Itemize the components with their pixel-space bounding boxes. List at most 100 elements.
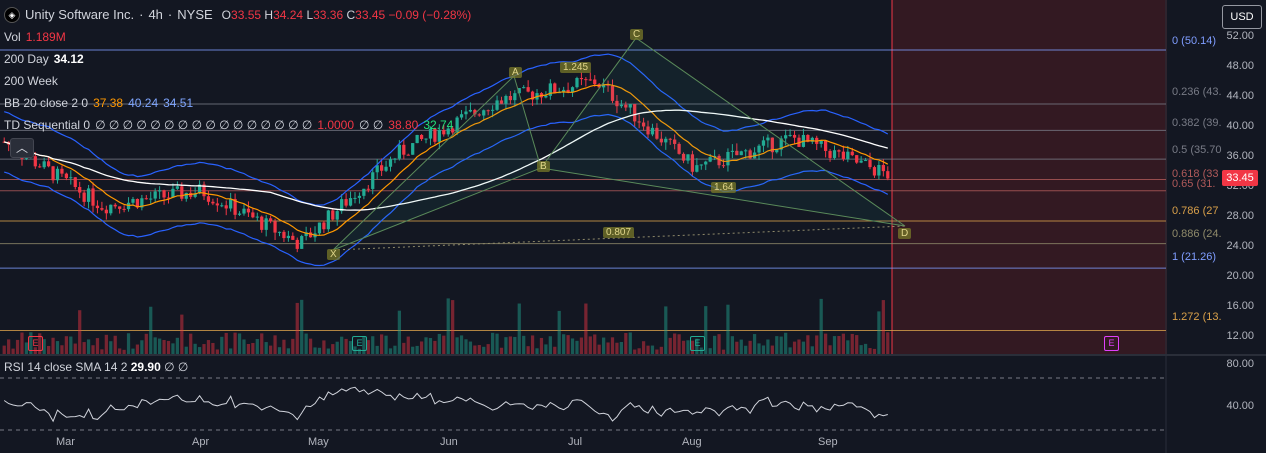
volume-bar: [513, 336, 517, 354]
volume-bar: [553, 346, 557, 354]
candle-body: [237, 213, 242, 215]
volume-row[interactable]: Vol 1.189M: [4, 26, 471, 48]
volume-bar: [433, 340, 437, 354]
candle-body: [610, 85, 615, 101]
volume-bar: [766, 339, 770, 354]
volume-bar: [402, 342, 406, 354]
candle-body: [681, 153, 686, 161]
candle-body: [477, 114, 481, 116]
volume-bar: [562, 334, 566, 354]
volume-bar: [424, 337, 428, 354]
low-value: 33.36: [313, 8, 344, 22]
volume-bar: [748, 340, 752, 354]
volume-bar: [841, 333, 845, 354]
volume-bar: [64, 336, 68, 354]
candle-body: [193, 193, 197, 197]
candle-body: [411, 143, 415, 155]
volume-bar: [704, 306, 708, 354]
candle-body: [393, 158, 397, 160]
fib-label: 0.886 (24.: [1172, 228, 1222, 240]
volume-bar: [775, 336, 779, 354]
volume-bar: [277, 347, 282, 354]
volume-bar: [206, 340, 211, 354]
ma200w-row[interactable]: 200 Week: [4, 70, 471, 92]
volume-bar: [508, 336, 512, 354]
candle-body: [371, 172, 375, 189]
candle-body: [51, 166, 55, 181]
volume-bar: [752, 334, 757, 354]
volume-bar: [530, 335, 535, 354]
earnings-marker[interactable]: E: [1104, 336, 1119, 351]
interval-label[interactable]: 4h: [148, 7, 163, 22]
pattern-point-x[interactable]: X: [327, 249, 340, 260]
pattern-point-c[interactable]: C: [630, 29, 644, 40]
candle-body: [291, 235, 295, 240]
volume-bar: [229, 348, 233, 354]
pattern-point-b[interactable]: B: [537, 161, 550, 172]
candle-body: [775, 149, 779, 153]
candle-body: [664, 138, 668, 143]
symbol-name[interactable]: Unity Software Inc.: [25, 7, 135, 22]
volume-bar: [659, 346, 663, 354]
candle-body: [730, 150, 734, 152]
volume-bar: [837, 336, 841, 354]
candle-body: [770, 137, 774, 153]
volume-bar: [273, 335, 277, 354]
candle-body: [264, 218, 268, 230]
ma200d-value: 34.12: [53, 52, 84, 66]
volume-bar: [717, 334, 721, 354]
candle-body: [473, 109, 477, 115]
volume-bar: [646, 345, 650, 354]
rsi-legend[interactable]: RSI 14 close SMA 14 2 29.90 ∅ ∅: [4, 360, 188, 374]
volume-bar: [606, 342, 610, 354]
volume-bar: [486, 344, 490, 354]
td-value-1: 1.0000: [317, 118, 355, 132]
candle-body: [584, 79, 588, 81]
td-row[interactable]: TD Sequential 0 ∅ ∅ ∅ ∅ ∅ ∅ ∅ ∅ ∅ ∅ ∅ ∅ …: [4, 114, 471, 136]
volume-bar: [708, 348, 712, 354]
volume-bar: [415, 345, 419, 354]
volume-bar: [380, 334, 384, 354]
pattern-point-d[interactable]: D: [898, 228, 912, 239]
earnings-marker[interactable]: E: [690, 336, 705, 351]
candle-body: [784, 135, 788, 139]
candle-body: [109, 204, 113, 214]
collapse-legend-button[interactable]: ︿: [10, 138, 34, 158]
bb-row[interactable]: BB 20 close 2 0 37.38 40.24 34.51: [4, 92, 471, 114]
volume-bar: [850, 333, 854, 354]
volume-bar: [419, 341, 424, 354]
candle-body: [375, 165, 379, 173]
volume-bar: [655, 349, 659, 354]
volume-bar: [695, 338, 699, 354]
volume-bar: [82, 342, 86, 354]
close-label: C: [346, 8, 356, 22]
bb-label: BB 20 close 2 0: [4, 96, 89, 110]
earnings-marker[interactable]: E: [28, 336, 43, 351]
current-price-tag: 33.45: [1222, 170, 1258, 186]
earnings-marker[interactable]: E: [352, 336, 367, 351]
volume-bar: [86, 339, 91, 354]
currency-button[interactable]: USD: [1222, 5, 1262, 29]
candle-body: [135, 198, 140, 208]
candle-body: [504, 95, 508, 104]
candle-body: [628, 104, 632, 108]
candle-body: [446, 128, 450, 135]
candle-body: [415, 134, 419, 144]
volume-bar: [721, 349, 726, 354]
volume-bar: [593, 334, 597, 354]
candle-body: [619, 104, 623, 107]
candle-body: [677, 143, 681, 154]
candle-body: [220, 205, 224, 207]
candle-body: [60, 168, 64, 174]
pattern-point-a[interactable]: A: [509, 67, 522, 78]
volume-bar: [331, 344, 335, 354]
volume-bar: [95, 338, 100, 354]
candle-body: [455, 117, 459, 133]
volume-bar: [140, 340, 144, 354]
volume-bar: [633, 349, 637, 354]
ma200d-row[interactable]: 200 Day 34.12: [4, 48, 471, 70]
volume-bar: [610, 337, 615, 354]
candle-body: [633, 104, 637, 122]
volume-bar: [690, 340, 695, 354]
